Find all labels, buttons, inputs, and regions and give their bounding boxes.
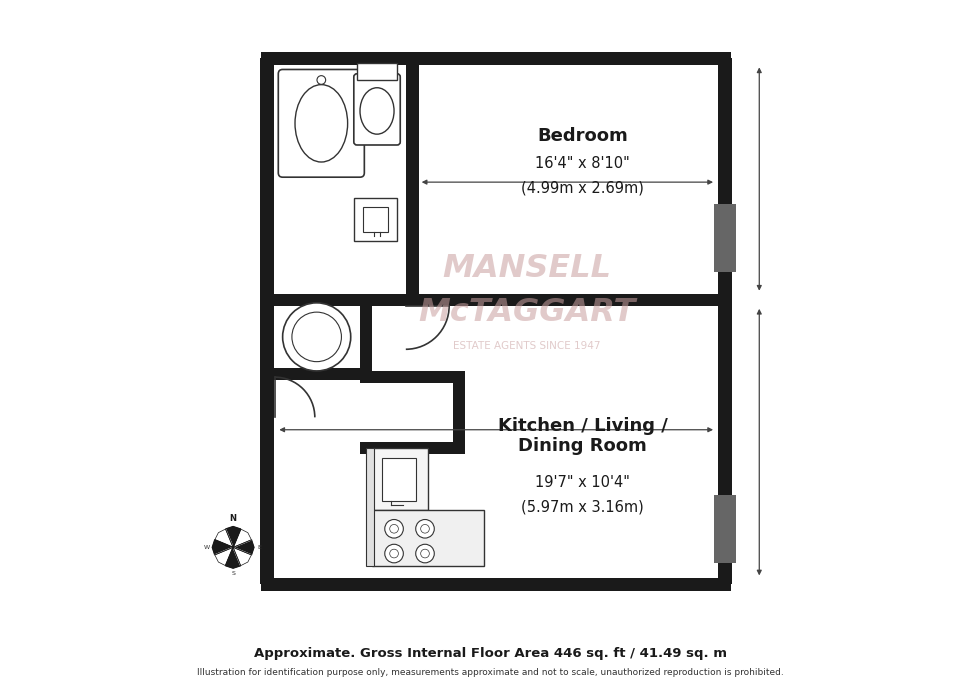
Bar xyxy=(718,58,732,585)
Polygon shape xyxy=(215,547,233,565)
Circle shape xyxy=(292,312,341,362)
Text: Kitchen / Living /
Dining Room: Kitchen / Living / Dining Room xyxy=(498,417,667,455)
Text: E: E xyxy=(257,545,261,550)
Text: W: W xyxy=(204,545,210,550)
Circle shape xyxy=(416,545,434,563)
Circle shape xyxy=(385,545,404,563)
Text: McTAGGART: McTAGGART xyxy=(418,297,636,327)
Circle shape xyxy=(390,525,399,533)
Polygon shape xyxy=(225,527,241,547)
Polygon shape xyxy=(233,529,252,547)
Bar xyxy=(360,371,465,383)
Circle shape xyxy=(385,520,404,538)
Text: Approximate. Gross Internal Floor Area 446 sq. ft / 41.49 sq. m: Approximate. Gross Internal Floor Area 4… xyxy=(254,648,726,660)
Bar xyxy=(268,293,418,306)
Bar xyxy=(372,510,484,566)
Text: (5.97m x 3.16m): (5.97m x 3.16m) xyxy=(521,500,644,515)
Circle shape xyxy=(420,525,429,533)
Text: (4.99m x 2.69m): (4.99m x 2.69m) xyxy=(521,181,644,196)
Bar xyxy=(453,371,466,448)
Text: ESTATE AGENTS SINCE 1947: ESTATE AGENTS SINCE 1947 xyxy=(454,341,601,351)
Text: MANSELL: MANSELL xyxy=(443,253,612,284)
Ellipse shape xyxy=(360,88,394,134)
Bar xyxy=(364,207,388,232)
Circle shape xyxy=(317,75,325,84)
Bar xyxy=(367,448,373,566)
FancyBboxPatch shape xyxy=(278,69,365,177)
FancyBboxPatch shape xyxy=(354,74,400,145)
Bar xyxy=(268,368,372,380)
Bar xyxy=(714,495,736,563)
Bar xyxy=(714,204,736,272)
Bar xyxy=(360,300,372,374)
Ellipse shape xyxy=(295,84,348,162)
Polygon shape xyxy=(233,547,252,565)
Bar xyxy=(718,58,732,585)
Text: N: N xyxy=(229,514,236,523)
Bar xyxy=(354,198,397,241)
Polygon shape xyxy=(215,529,233,547)
Circle shape xyxy=(282,303,351,371)
Bar xyxy=(407,293,732,306)
Text: 19'7" x 10'4": 19'7" x 10'4" xyxy=(535,475,630,490)
Bar xyxy=(261,578,731,591)
Circle shape xyxy=(420,549,429,558)
Text: Bedroom: Bedroom xyxy=(537,127,628,145)
Bar xyxy=(407,58,418,300)
Bar xyxy=(357,63,397,80)
Text: Illustration for identification purpose only, measurements approximate and not t: Illustration for identification purpose … xyxy=(197,668,783,677)
Bar xyxy=(261,51,731,65)
Polygon shape xyxy=(233,540,254,555)
Polygon shape xyxy=(225,547,241,568)
Bar xyxy=(381,457,416,501)
Text: 16'4" x 8'10": 16'4" x 8'10" xyxy=(535,156,630,171)
Circle shape xyxy=(416,520,434,538)
Circle shape xyxy=(390,549,399,558)
Bar xyxy=(372,448,428,510)
Polygon shape xyxy=(213,540,233,555)
Text: S: S xyxy=(231,571,235,576)
Bar xyxy=(261,58,274,585)
Bar xyxy=(360,442,465,455)
